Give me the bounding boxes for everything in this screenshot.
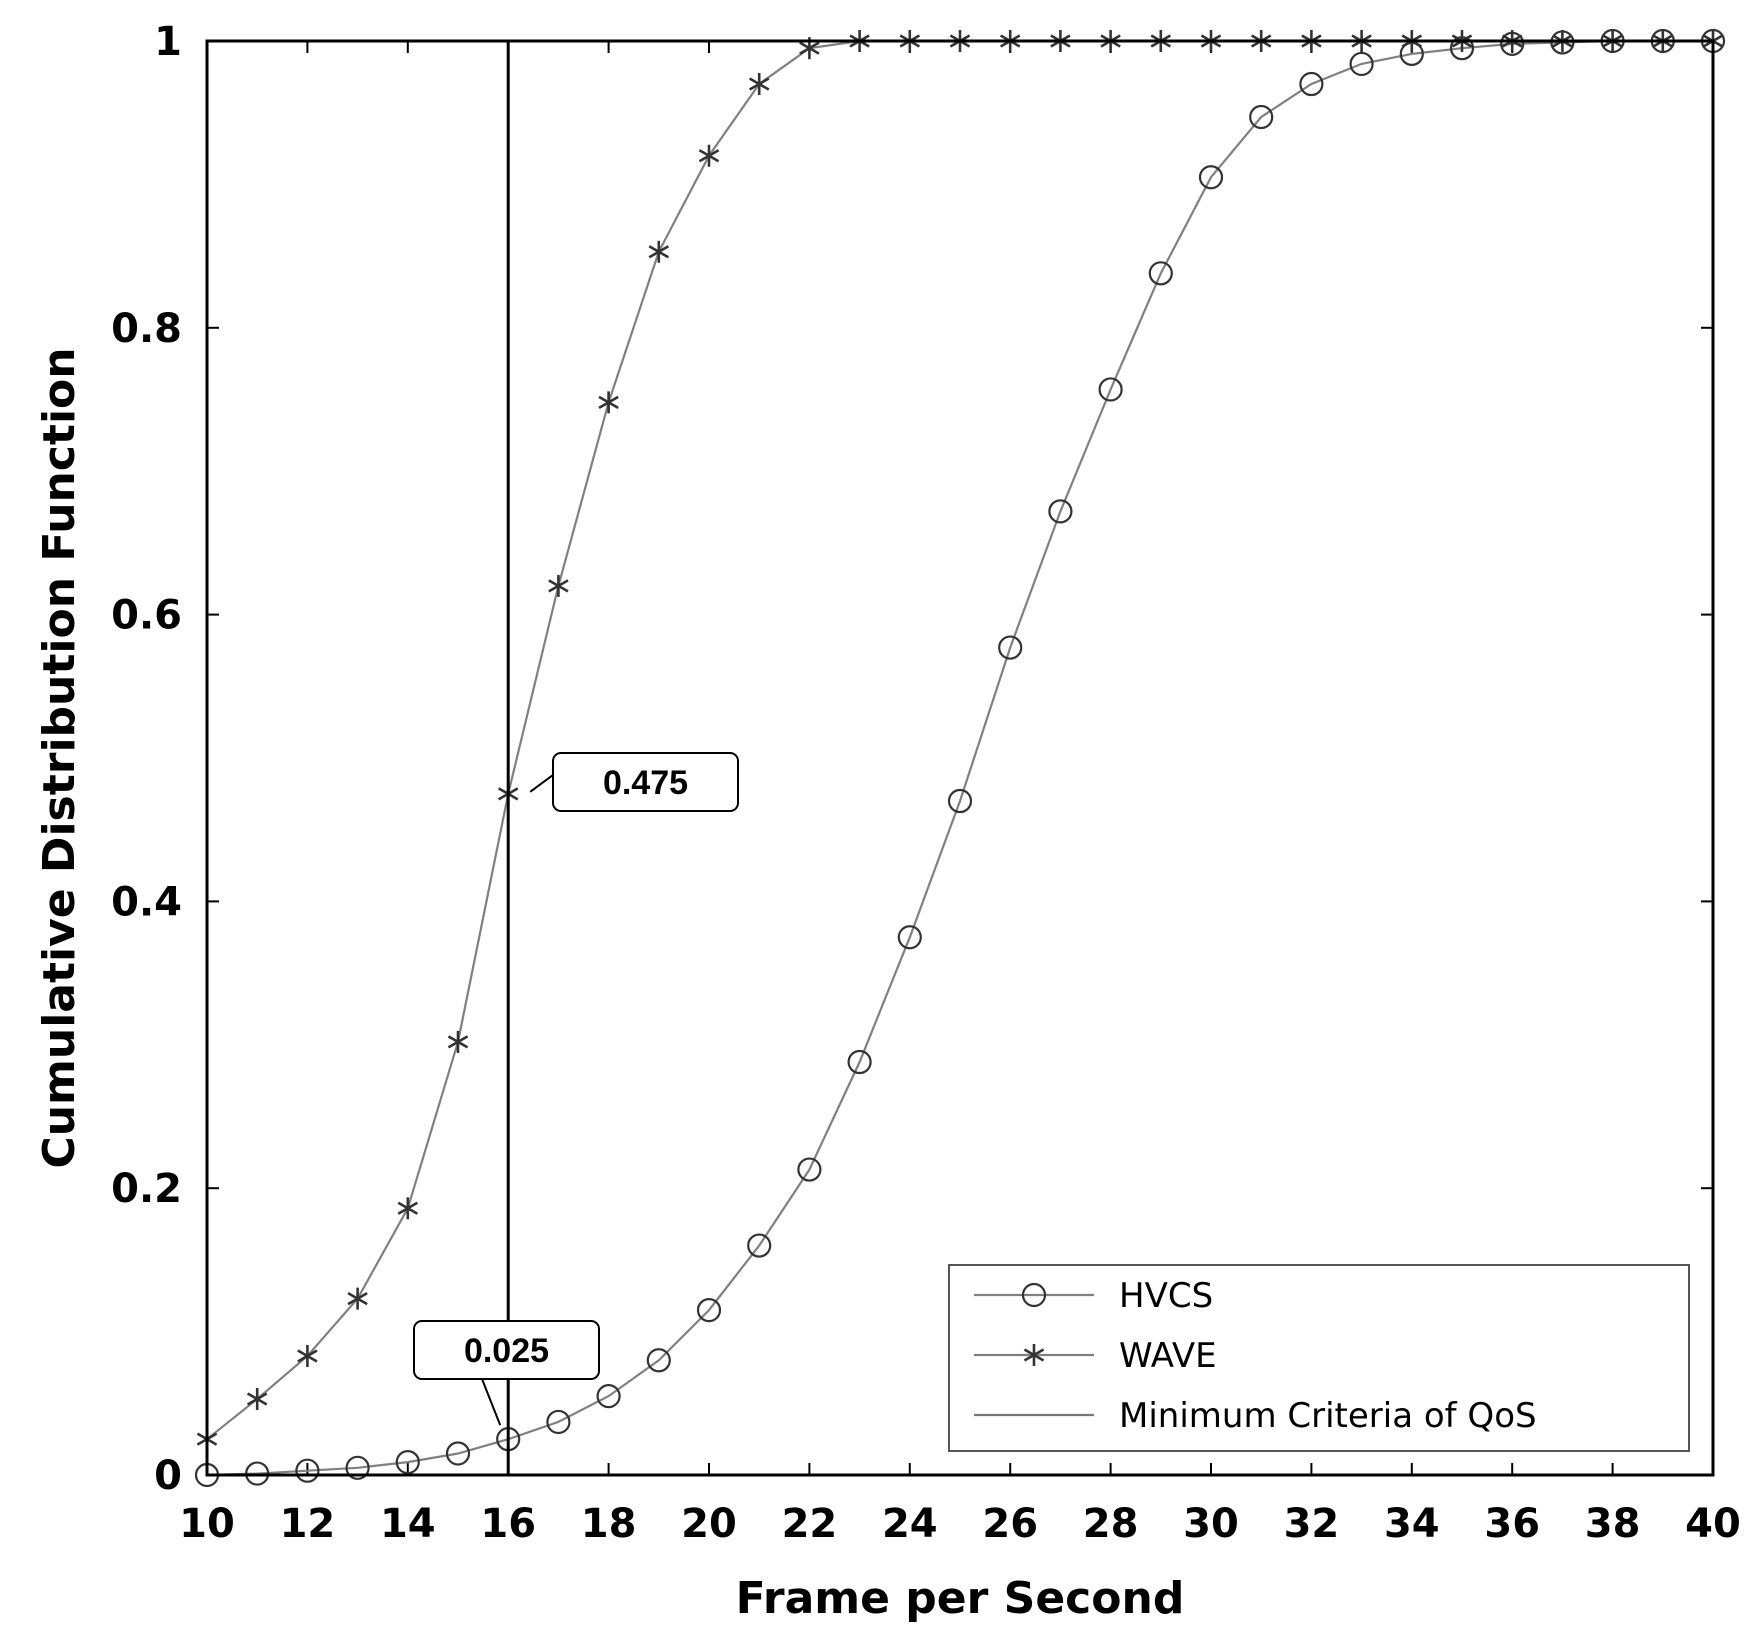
hvcs-point xyxy=(596,1384,621,1409)
callout-label: 0.025 xyxy=(464,1332,549,1370)
x-tick-label: 20 xyxy=(681,1501,737,1547)
hvcs-point xyxy=(395,1449,420,1475)
asterisk-stroke xyxy=(598,395,619,409)
x-tick-label: 10 xyxy=(179,1501,235,1547)
callout-label: 0.475 xyxy=(603,764,688,802)
asterisk-stroke xyxy=(447,1035,469,1049)
hvcs-point xyxy=(696,1297,722,1323)
callout-0.025: 0.025 xyxy=(413,1320,600,1426)
asterisk-stroke xyxy=(548,579,569,593)
x-tick-label: 26 xyxy=(982,1501,1038,1547)
x-tick-label: 22 xyxy=(782,1501,838,1547)
x-tick-label: 40 xyxy=(1685,1501,1741,1547)
asterisk-stroke xyxy=(297,1349,318,1363)
hvcs-point xyxy=(445,1441,471,1466)
wave-point xyxy=(297,1344,318,1367)
x-tick-label: 36 xyxy=(1484,1501,1540,1547)
legend-label-hvcs: HVCS xyxy=(1119,1276,1213,1316)
legend: HVCS WAVE Minimum Criteria of QoS xyxy=(948,1264,1690,1452)
y-tick-label: 0.2 xyxy=(111,1166,182,1212)
x-tick-label: 18 xyxy=(581,1501,637,1547)
y-tick-label: 1 xyxy=(154,19,182,65)
callout-pointer xyxy=(529,773,554,797)
hvcs-point xyxy=(546,1409,571,1435)
wave-point xyxy=(246,1387,268,1410)
hvcs-point xyxy=(1299,71,1324,97)
y-tick-label: 0 xyxy=(154,1453,182,1499)
x-tick-label: 24 xyxy=(882,1501,938,1547)
wave-point xyxy=(698,144,720,167)
x-tick-label: 30 xyxy=(1183,1501,1239,1547)
asterisk-stroke xyxy=(698,149,720,163)
callout-box xyxy=(413,1320,600,1380)
x-tick-label: 16 xyxy=(480,1501,536,1547)
legend-marker-hvcs xyxy=(1021,1282,1047,1308)
hvcs-point xyxy=(797,1157,822,1182)
hvcs-point xyxy=(947,788,973,814)
hvcs-point xyxy=(1148,261,1173,286)
hvcs-point xyxy=(345,1455,370,1480)
wave-point xyxy=(748,73,770,96)
tick-labels: 10 12 14 16 18 20 22 24 26 28 30 32 34 36 38 40 0 0.2 0.4 0… xyxy=(111,19,1741,1547)
x-tick-label: 38 xyxy=(1585,1501,1641,1547)
hvcs-point xyxy=(1249,104,1274,130)
hvcs-point xyxy=(1198,165,1224,190)
y-axis-title: Cumulative Distribution Function xyxy=(34,347,85,1168)
x-tick-label: 32 xyxy=(1284,1501,1340,1547)
asterisk-stroke xyxy=(648,245,670,259)
asterisk-stroke xyxy=(748,77,770,91)
hvcs-point xyxy=(897,925,922,950)
y-tick-label: 0.4 xyxy=(111,879,182,925)
asterisk-stroke xyxy=(347,1291,368,1306)
legend-label-minimum-criteria-of-qos: Minimum Criteria of QoS xyxy=(1119,1396,1537,1436)
asterisk-stroke xyxy=(799,41,820,55)
x-tick-label: 12 xyxy=(280,1501,336,1547)
legend-marker-wave xyxy=(1023,1344,1045,1366)
wave-point xyxy=(648,240,670,263)
hvcs-point xyxy=(1349,51,1374,77)
y-tick-label: 0.8 xyxy=(111,306,182,352)
wave-point xyxy=(347,1287,368,1310)
wave-point xyxy=(548,574,569,597)
callout-pointer xyxy=(480,1378,502,1426)
x-tick-label: 14 xyxy=(380,1501,436,1547)
y-tick-label: 0.6 xyxy=(111,593,182,639)
legend-label-wave: WAVE xyxy=(1119,1336,1217,1376)
x-tick-label: 34 xyxy=(1384,1501,1440,1547)
hvcs-point xyxy=(295,1458,320,1483)
hvcs-point xyxy=(1098,377,1123,402)
callouts: 0.475 0.025 xyxy=(413,752,739,1426)
hvcs-point xyxy=(646,1348,671,1373)
asterisk-stroke xyxy=(246,1392,268,1406)
x-tick-label: 28 xyxy=(1083,1501,1139,1547)
hvcs-point xyxy=(747,1233,772,1258)
callout-0.475: 0.475 xyxy=(529,752,739,812)
hvcs-point xyxy=(847,1049,872,1075)
x-axis-title: Frame per Second xyxy=(736,1573,1185,1624)
hvcs-point xyxy=(1048,499,1073,524)
plot-frame xyxy=(205,39,1715,1477)
wave-point xyxy=(397,1197,419,1220)
hvcs-point xyxy=(998,635,1023,660)
asterisk-stroke xyxy=(397,1201,419,1215)
wave-point xyxy=(447,1030,469,1053)
wave-point xyxy=(598,391,619,414)
asterisk-stroke xyxy=(1023,1348,1045,1362)
